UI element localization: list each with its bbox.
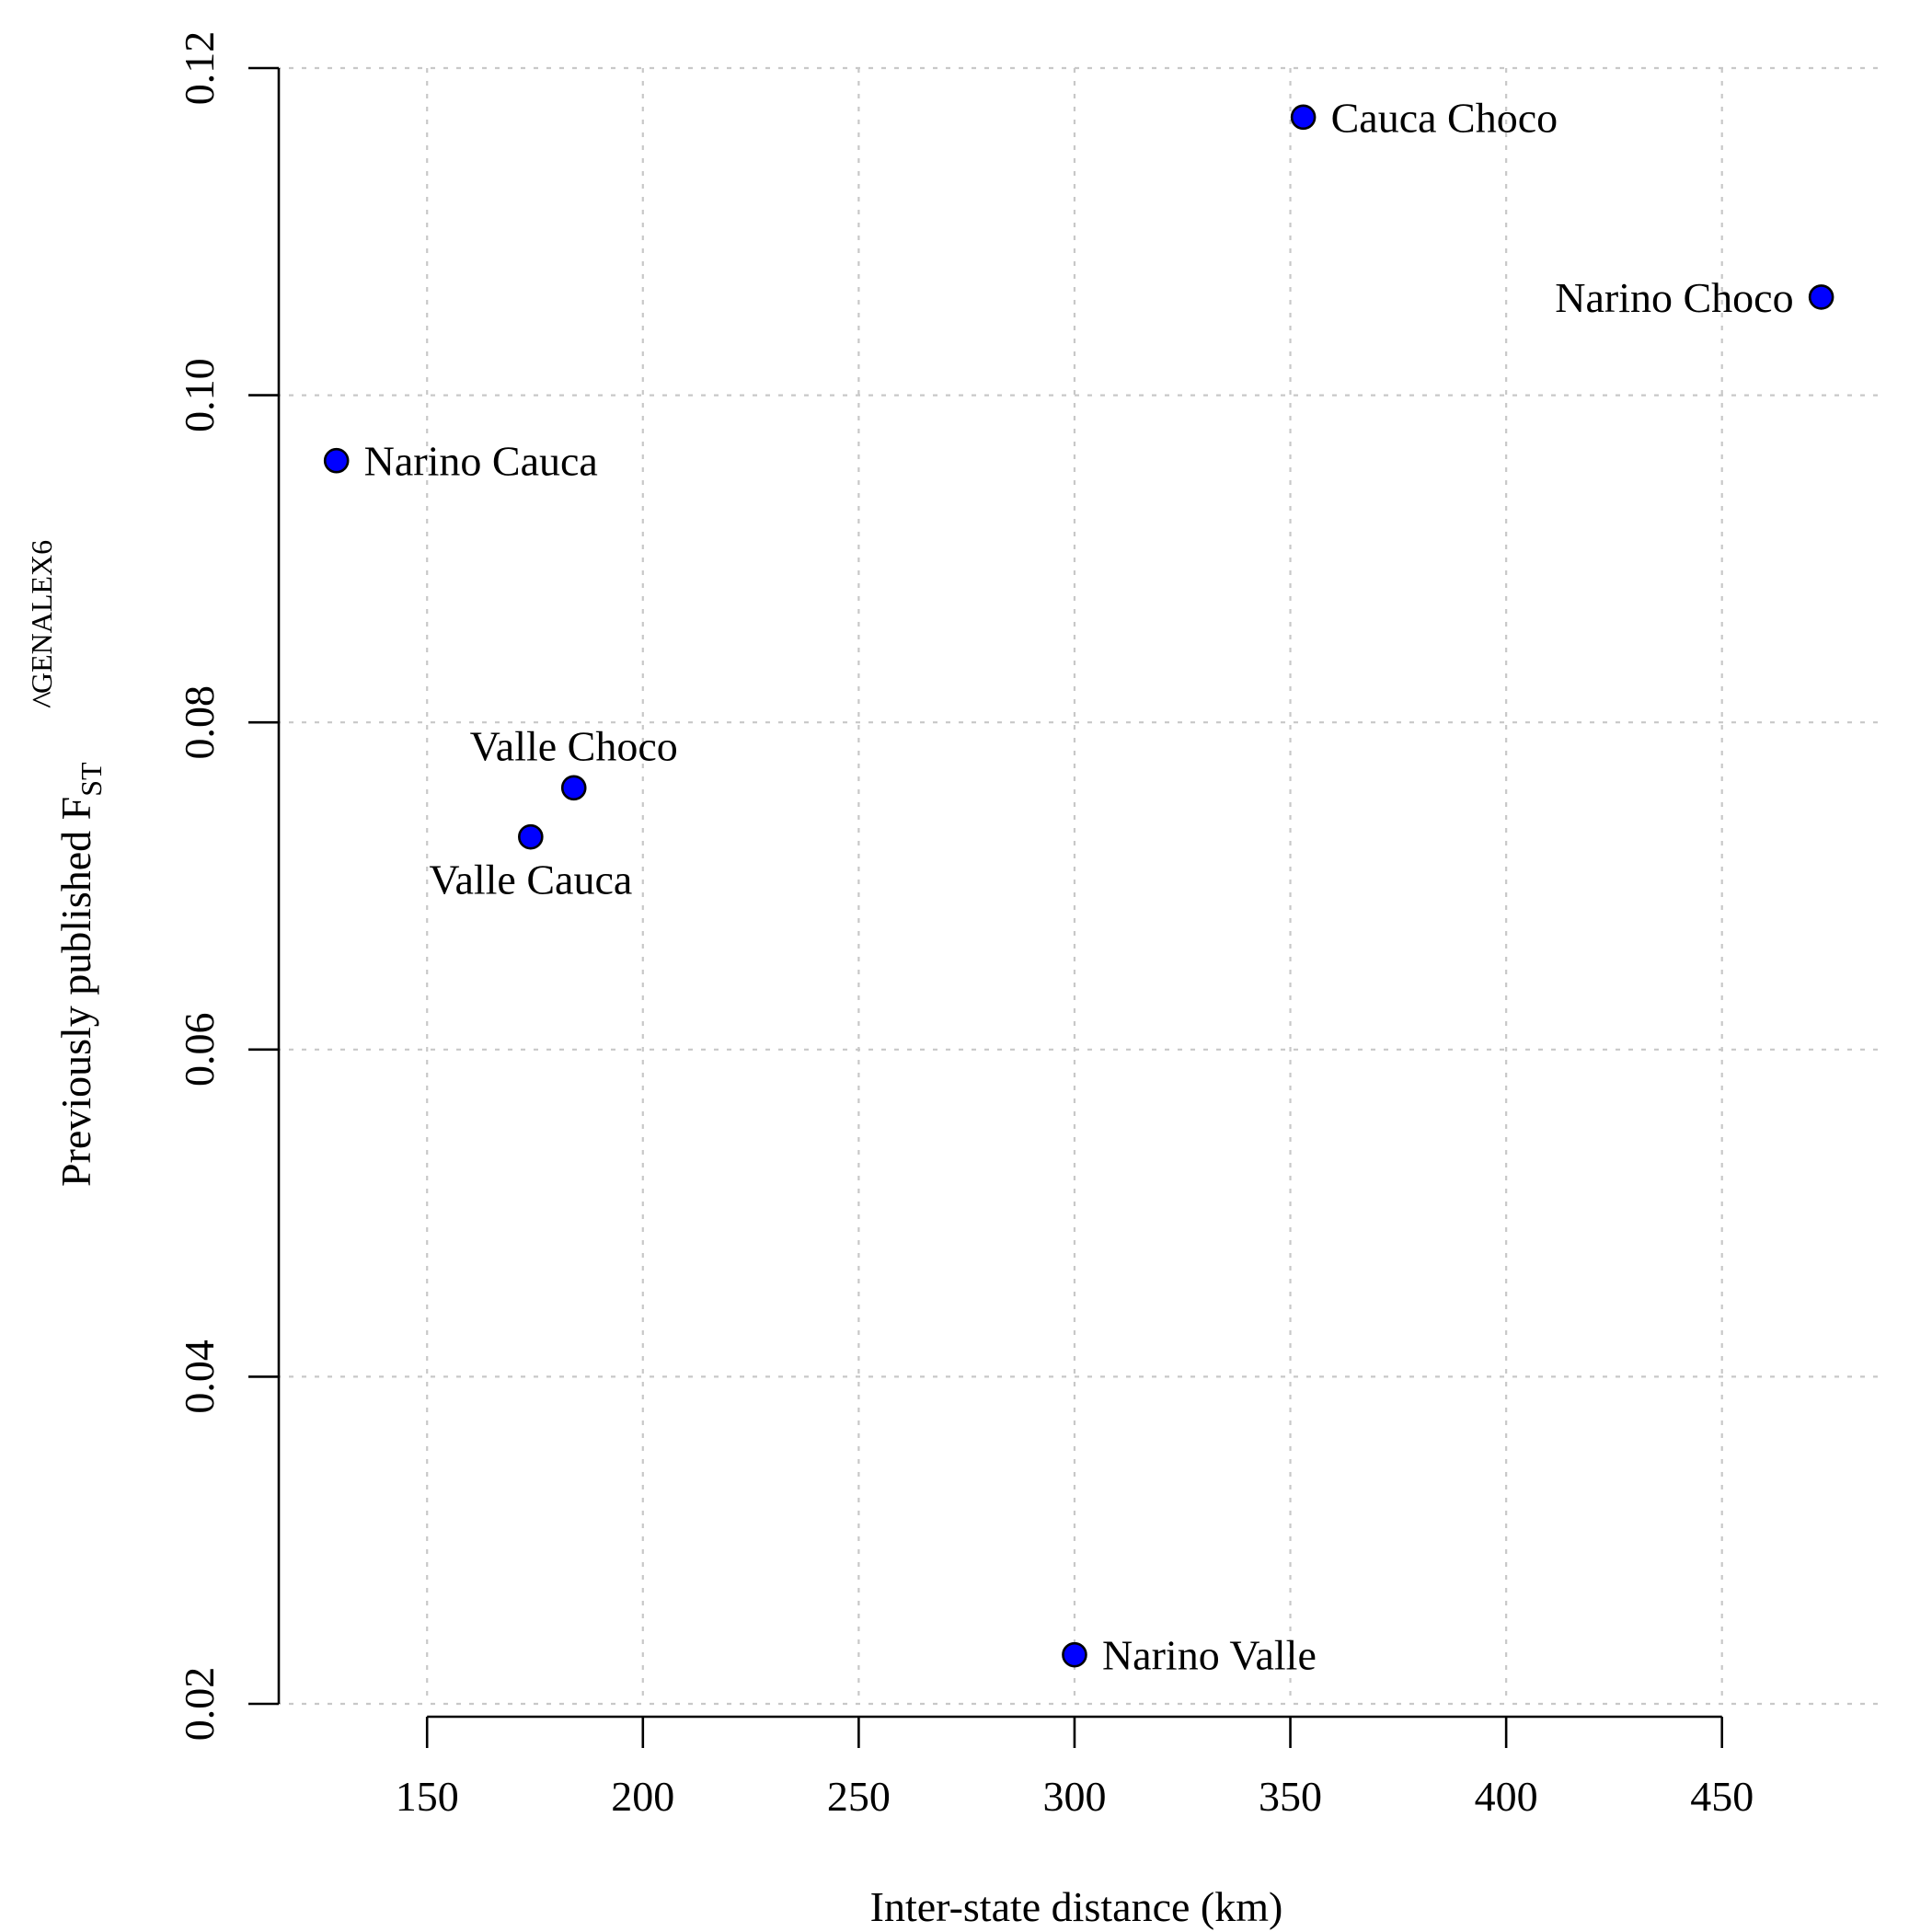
x-tick-label: 250: [827, 1773, 891, 1820]
y-tick-label: 0.04: [176, 1340, 223, 1414]
x-tick-label: 300: [1042, 1773, 1106, 1820]
scatter-point: [518, 823, 544, 850]
x-tick-label: 450: [1690, 1773, 1754, 1820]
y-axis-title-subscript: ST: [75, 762, 108, 797]
point-label: Valle Choco: [470, 722, 678, 769]
x-tick-label: 200: [611, 1773, 674, 1820]
x-tick-label: 400: [1475, 1773, 1538, 1820]
point-label: Narino Valle: [1102, 1632, 1317, 1679]
scatter-point: [560, 775, 587, 801]
data-points: [323, 104, 1834, 1668]
scatter-point: [1062, 1641, 1087, 1668]
scatter-point: [1290, 104, 1317, 131]
x-tick-label: 150: [396, 1773, 459, 1820]
y-axis-title-hat: ^: [24, 691, 65, 708]
y-tick-label: 0.02: [176, 1667, 223, 1742]
point-label: Narino Cauca: [364, 438, 598, 485]
x-axis-title: Inter-state distance (km): [870, 1883, 1283, 1930]
point-labels: Cauca Choco Narino Choco Narino Cauca Valle…: [364, 94, 1794, 1678]
y-axis-title-symbol: F: [52, 797, 99, 821]
y-tick-label: 0.06: [176, 1013, 223, 1087]
scatter-point: [323, 447, 350, 474]
y-axis-title: Previously published FST ^ GENALEX6: [24, 540, 108, 1187]
y-tick-label: 0.08: [176, 685, 223, 760]
y-axis-title-superscript: GENALEX6: [25, 540, 58, 694]
point-label: Cauca Choco: [1331, 94, 1558, 141]
y-tick-label: 0.10: [176, 358, 223, 432]
x-tick-label: 350: [1259, 1773, 1322, 1820]
grid-lines: [276, 66, 1886, 1706]
y-axis-title-prefix: Previously published: [52, 820, 99, 1187]
axes: 150 200 250 300 350 400 450 0.02 0.04 0.06 0.08 0.1…: [176, 31, 1754, 1820]
point-label: Valle Cauca: [429, 857, 632, 903]
scatter-point: [1808, 284, 1834, 310]
y-tick-label: 0.12: [176, 31, 223, 106]
svg-text:Previously published FST: Previously published FST: [52, 762, 108, 1187]
point-label: Narino Choco: [1555, 274, 1793, 321]
